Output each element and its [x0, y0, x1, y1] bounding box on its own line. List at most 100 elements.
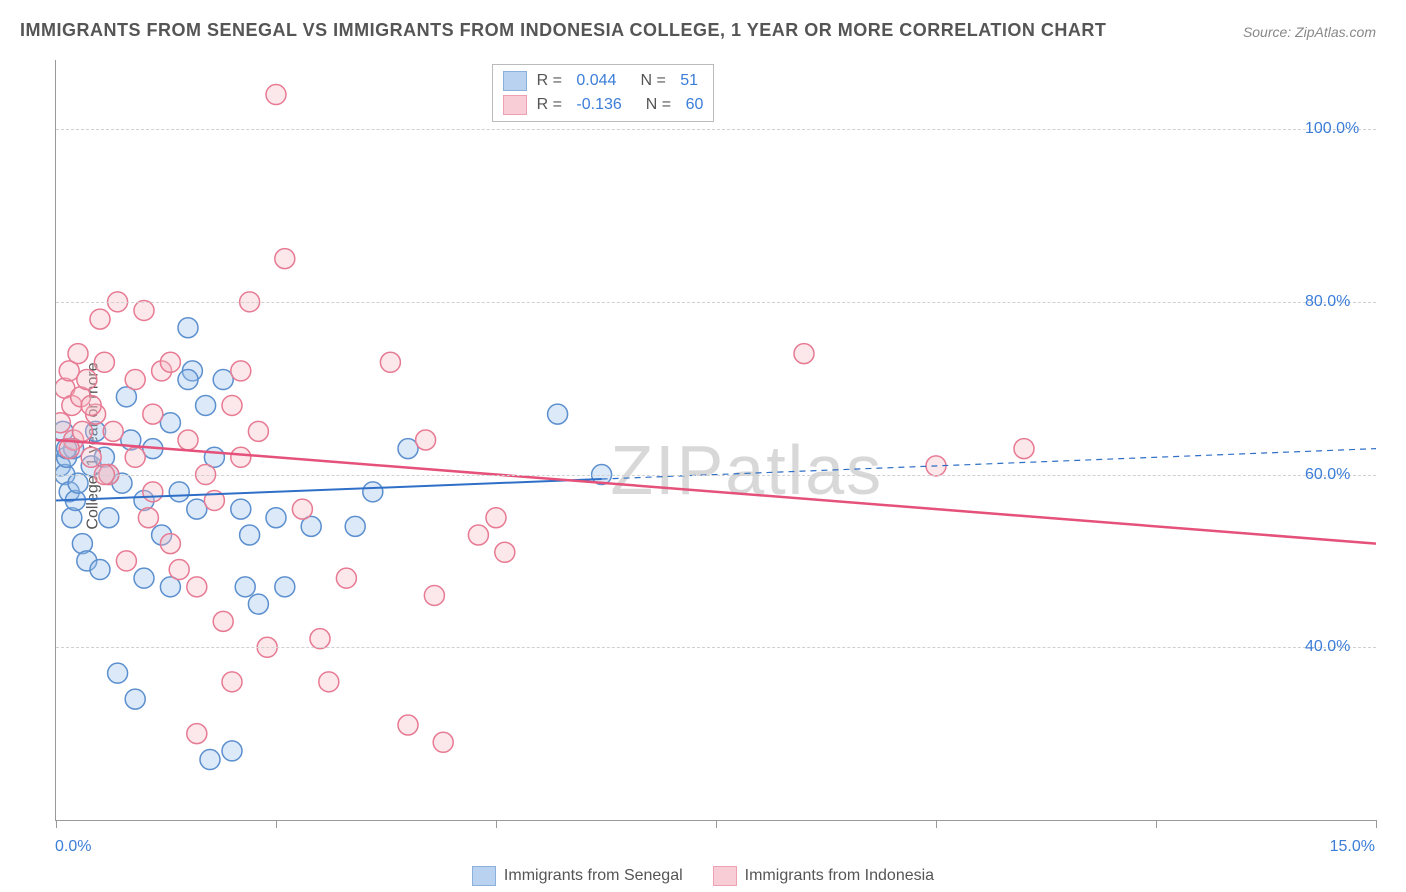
gridline — [56, 647, 1376, 648]
data-point — [363, 482, 383, 502]
data-point — [169, 482, 189, 502]
legend-series: Immigrants from Senegal Immigrants from I… — [0, 866, 1406, 886]
data-point — [222, 672, 242, 692]
data-point — [248, 594, 268, 614]
data-point — [266, 85, 286, 105]
chart-title: IMMIGRANTS FROM SENEGAL VS IMMIGRANTS FR… — [20, 20, 1106, 41]
legend-swatch — [472, 866, 496, 886]
legend-n-value: 51 — [680, 72, 698, 90]
data-point — [231, 499, 251, 519]
data-point — [178, 430, 198, 450]
legend-item: Immigrants from Indonesia — [713, 866, 934, 886]
legend-row: R = 0.044 N = 51 — [503, 69, 704, 93]
data-point — [134, 300, 154, 320]
legend-swatch — [503, 95, 527, 115]
data-point — [345, 516, 365, 536]
gridline — [56, 302, 1376, 303]
x-tick — [1376, 820, 1377, 828]
data-point — [68, 344, 88, 364]
data-point — [90, 560, 110, 580]
data-point — [548, 404, 568, 424]
data-point — [178, 370, 198, 390]
trend-line — [56, 479, 602, 500]
data-point — [222, 395, 242, 415]
data-point — [200, 750, 220, 770]
data-point — [231, 361, 251, 381]
data-point — [433, 732, 453, 752]
data-point — [178, 318, 198, 338]
data-point — [62, 508, 82, 528]
legend-n-value: 60 — [686, 96, 704, 114]
data-point — [160, 352, 180, 372]
data-point — [125, 689, 145, 709]
data-point — [94, 352, 114, 372]
data-point — [213, 611, 233, 631]
legend-row: R = -0.136 N = 60 — [503, 93, 704, 117]
data-point — [138, 508, 158, 528]
data-point — [103, 421, 123, 441]
legend-item: Immigrants from Senegal — [472, 866, 683, 886]
legend-n-label: N = — [646, 96, 676, 114]
data-point — [134, 568, 154, 588]
x-tick-label: 0.0% — [55, 838, 91, 856]
data-point — [266, 508, 286, 528]
data-point — [125, 370, 145, 390]
data-point — [380, 352, 400, 372]
x-tick — [716, 820, 717, 828]
data-point — [187, 724, 207, 744]
data-point — [90, 309, 110, 329]
data-point — [77, 370, 97, 390]
data-point — [68, 473, 88, 493]
data-point — [125, 447, 145, 467]
legend-n-label: N = — [640, 72, 670, 90]
legend-label: Immigrants from Indonesia — [745, 867, 934, 885]
data-point — [248, 421, 268, 441]
data-point — [235, 577, 255, 597]
data-point — [416, 430, 436, 450]
y-tick-label: 40.0% — [1305, 638, 1391, 656]
x-tick — [496, 820, 497, 828]
x-tick — [56, 820, 57, 828]
data-point — [56, 413, 70, 433]
gridline — [56, 475, 1376, 476]
data-point — [495, 542, 515, 562]
data-point — [240, 525, 260, 545]
data-point — [116, 551, 136, 571]
data-point — [275, 577, 295, 597]
x-tick — [276, 820, 277, 828]
x-tick — [1156, 820, 1157, 828]
legend-r-label: R = — [537, 96, 567, 114]
plot-area: ZIPatlas R = 0.044N = 51R = -0.136N = 60 — [55, 60, 1376, 821]
data-point — [99, 508, 119, 528]
legend-swatch — [503, 71, 527, 91]
data-point — [72, 421, 92, 441]
data-point — [143, 404, 163, 424]
data-point — [1014, 439, 1034, 459]
data-point — [160, 534, 180, 554]
legend-swatch — [713, 866, 737, 886]
legend-label: Immigrants from Senegal — [504, 867, 683, 885]
data-point — [794, 344, 814, 364]
scatter-svg — [56, 60, 1376, 820]
data-point — [222, 741, 242, 761]
data-point — [424, 585, 444, 605]
legend-r-value: 0.044 — [576, 72, 616, 90]
data-point — [196, 395, 216, 415]
legend-r-label: R = — [537, 72, 567, 90]
y-tick-label: 100.0% — [1305, 120, 1391, 138]
data-point — [398, 715, 418, 735]
y-tick-label: 80.0% — [1305, 293, 1391, 311]
data-point — [486, 508, 506, 528]
data-point — [81, 447, 101, 467]
data-point — [319, 672, 339, 692]
data-point — [231, 447, 251, 467]
data-point — [108, 663, 128, 683]
source-label: Source: ZipAtlas.com — [1243, 24, 1376, 40]
y-tick-label: 60.0% — [1305, 466, 1391, 484]
data-point — [81, 395, 101, 415]
chart-container: IMMIGRANTS FROM SENEGAL VS IMMIGRANTS FR… — [0, 0, 1406, 892]
legend-r-value: -0.136 — [576, 96, 621, 114]
gridline — [56, 129, 1376, 130]
data-point — [275, 249, 295, 269]
x-tick-label: 15.0% — [1330, 838, 1375, 856]
